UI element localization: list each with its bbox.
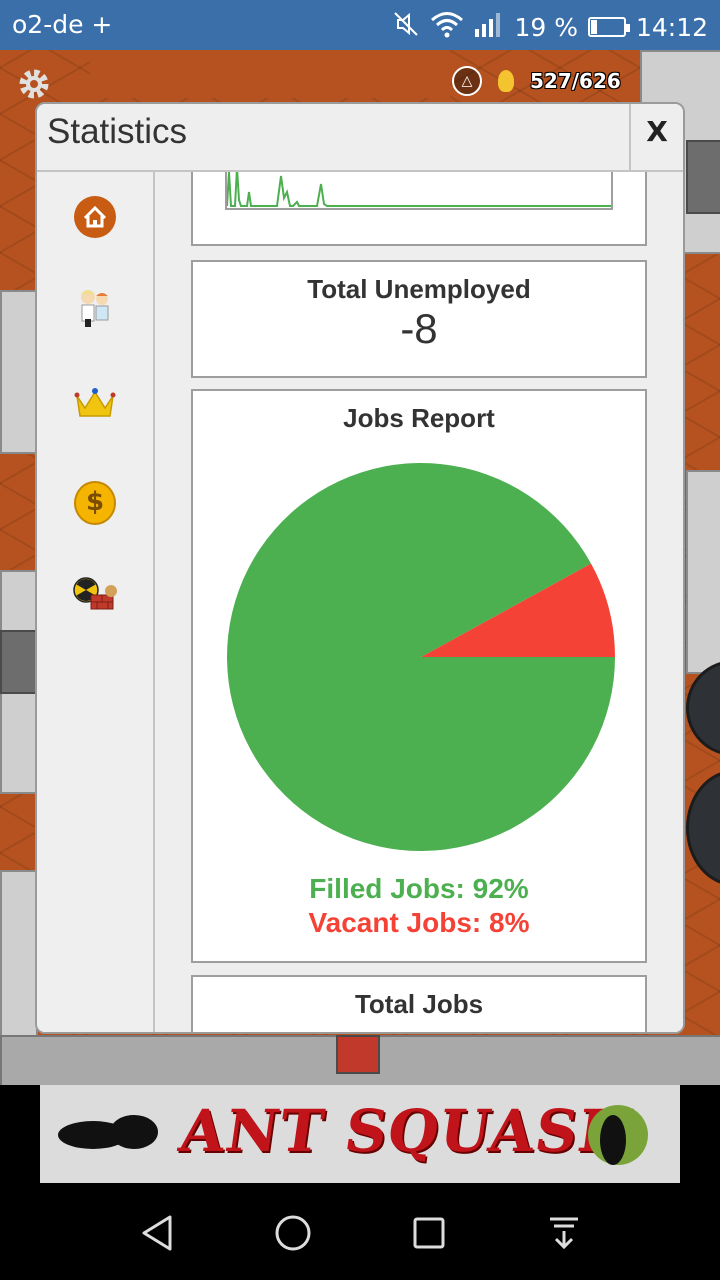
sidebar-item-finance[interactable]: $	[74, 481, 116, 525]
close-button[interactable]: X	[629, 104, 683, 170]
landing-pad	[686, 660, 720, 756]
population-counter: 527/626	[530, 69, 621, 93]
ant-right-icon	[600, 1115, 626, 1165]
signal-icon	[474, 11, 504, 43]
clock: 14:12	[635, 12, 708, 42]
coin-icon: $	[74, 481, 116, 525]
status-bar: o2-de + 19 % 14:12	[0, 0, 720, 50]
ad-text: ANT SQUASH	[175, 1097, 640, 1165]
building	[686, 140, 720, 214]
stats-sidebar: $	[37, 172, 155, 1032]
recents-icon[interactable]	[407, 1211, 451, 1255]
history-graph	[225, 172, 613, 210]
ad-banner[interactable]: ANT SQUASH	[40, 1085, 680, 1183]
people-icon	[75, 285, 115, 337]
pie-slice-filled-jobs	[226, 462, 615, 851]
unemployed-card: Total Unemployed -8	[191, 260, 647, 378]
power-bulb-icon[interactable]	[498, 70, 514, 92]
battery-percent: 19 %	[514, 12, 578, 42]
total-jobs-card: Total Jobs	[191, 975, 647, 1032]
landing-pad	[686, 770, 720, 886]
home-nav-icon[interactable]	[271, 1211, 315, 1255]
navigation-bar	[0, 1183, 720, 1280]
dialog-title: Statistics	[47, 112, 188, 151]
total-jobs-title: Total Jobs	[354, 989, 484, 1019]
hud-bar: △ 527/626	[452, 66, 621, 96]
industry-icon	[71, 575, 119, 623]
building	[686, 470, 720, 674]
legend-vacant-jobs: Vacant Jobs: 8%	[308, 907, 530, 938]
mute-icon	[392, 10, 420, 44]
jobs-pie-chart	[226, 462, 615, 851]
jobs-report-card: Jobs Report Filled Jobs: 92% Vacant Jobs…	[191, 389, 647, 963]
crown-icon	[74, 386, 116, 429]
unemployed-value: -8	[400, 305, 438, 352]
history-graph-card	[191, 172, 647, 246]
jobs-report-title: Jobs Report	[343, 403, 495, 433]
battery-icon	[587, 17, 630, 37]
building	[0, 290, 38, 454]
legend-filled-jobs: Filled Jobs: 92%	[309, 873, 529, 904]
sidebar-item-home[interactable]	[74, 196, 116, 238]
sidebar-item-industry[interactable]	[71, 575, 119, 623]
statistics-dialog: Statistics X $	[35, 102, 685, 1034]
stats-content[interactable]: Total Unemployed -8 Jobs Report Filled J…	[155, 172, 683, 1032]
sidebar-item-population[interactable]	[74, 290, 116, 332]
back-icon[interactable]	[136, 1211, 180, 1255]
notifications-pull-icon[interactable]	[542, 1211, 586, 1255]
triangle-alert-icon[interactable]: △	[452, 66, 482, 96]
status-icons: 19 % 14:12	[392, 10, 708, 44]
sidebar-item-happiness[interactable]	[74, 386, 116, 428]
building	[0, 630, 38, 694]
building	[336, 1035, 380, 1074]
dialog-header: Statistics X	[37, 104, 683, 172]
settings-gear-icon[interactable]	[16, 66, 52, 102]
pie-slice-vacant-jobs	[421, 563, 615, 657]
home-icon	[74, 196, 116, 238]
ant-left-head-icon	[110, 1115, 158, 1149]
carrier-label: o2-de +	[12, 10, 113, 39]
wifi-icon	[430, 10, 464, 44]
unemployed-title: Total Unemployed	[307, 274, 531, 304]
